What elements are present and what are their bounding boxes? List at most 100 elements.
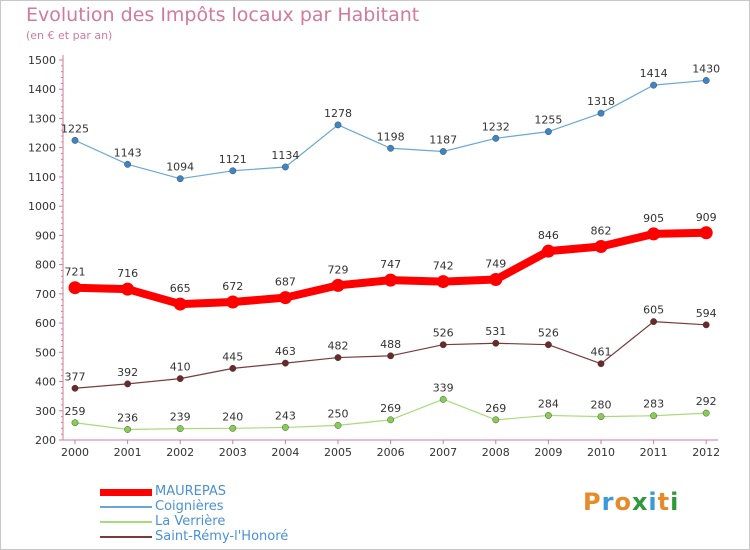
data-label-la-verri-re: 259 — [65, 405, 86, 418]
chart-subtitle: (en € et par an) — [26, 29, 113, 42]
x-tick-label: 2003 — [219, 446, 247, 459]
data-point-maurepas — [278, 291, 292, 305]
logo-letter: P — [583, 488, 602, 516]
data-label-la-verri-re: 236 — [117, 411, 138, 424]
data-point-saint-r-my-l-honor — [334, 354, 342, 361]
x-tick-label: 2009 — [534, 446, 562, 459]
logo-letter: o — [614, 488, 632, 516]
data-label-coigni-res: 1134 — [271, 149, 299, 162]
data-label-coigni-res: 1232 — [482, 120, 510, 133]
data-point-la-verri-re — [492, 416, 500, 424]
data-label-saint-r-my-l-honor: 482 — [328, 340, 349, 353]
data-point-maurepas — [68, 281, 82, 295]
legend-label: MAUREPAS — [155, 484, 227, 499]
data-label-coigni-res: 1414 — [640, 67, 668, 80]
x-tick-label: 2002 — [166, 446, 194, 459]
data-point-la-verri-re — [124, 426, 132, 433]
data-label-coigni-res: 1121 — [219, 153, 247, 166]
data-label-saint-r-my-l-honor: 463 — [275, 345, 296, 358]
y-tick-label: 1100 — [28, 171, 56, 184]
data-point-maurepas — [594, 239, 608, 253]
y-tick-label: 700 — [35, 288, 56, 301]
data-point-saint-r-my-l-honor — [597, 360, 605, 368]
x-tick-label: 2011 — [640, 446, 668, 459]
data-label-maurepas: 862 — [591, 224, 612, 237]
x-tick-label: 2006 — [377, 446, 405, 459]
data-label-maurepas: 747 — [380, 258, 401, 271]
data-point-saint-r-my-l-honor — [229, 364, 237, 372]
data-label-saint-r-my-l-honor: 445 — [222, 350, 243, 363]
data-point-la-verri-re — [176, 425, 184, 432]
y-tick-label: 300 — [35, 405, 56, 418]
data-point-la-verri-re — [71, 419, 79, 427]
legend-label: Saint-Rémy-l'Honoré — [155, 529, 289, 544]
data-label-la-verri-re: 283 — [643, 398, 664, 411]
data-point-maurepas — [541, 244, 555, 258]
data-label-maurepas: 665 — [170, 282, 191, 295]
data-label-maurepas: 716 — [117, 267, 138, 280]
data-label-la-verri-re: 339 — [433, 381, 454, 394]
data-point-saint-r-my-l-honor — [650, 318, 657, 326]
logo-letter: x — [631, 488, 649, 516]
data-label-saint-r-my-l-honor: 392 — [117, 366, 138, 379]
data-label-la-verri-re: 280 — [591, 399, 612, 412]
logo-letter: i — [670, 488, 680, 516]
data-point-coigni-res — [439, 148, 447, 155]
x-tick-label: 2008 — [482, 446, 510, 459]
data-label-saint-r-my-l-honor: 526 — [433, 327, 454, 340]
data-label-saint-r-my-l-honor: 488 — [380, 338, 401, 351]
data-point-saint-r-my-l-honor — [71, 384, 79, 392]
data-point-coigni-res — [124, 160, 132, 168]
legend-swatch — [100, 506, 152, 508]
data-point-maurepas — [647, 227, 661, 241]
y-tick-label: 1500 — [28, 54, 56, 67]
data-point-la-verri-re — [650, 412, 657, 420]
y-tick-label: 1000 — [28, 200, 56, 213]
data-point-maurepas — [489, 273, 503, 287]
x-tick-label: 2005 — [324, 446, 352, 459]
legend-label: La Verrière — [155, 514, 226, 529]
x-tick-label: 2007 — [429, 446, 457, 459]
x-tick-label: 2012 — [692, 446, 720, 459]
data-label-maurepas: 909 — [696, 211, 717, 224]
x-tick-label: 2000 — [61, 446, 89, 459]
data-label-la-verri-re: 269 — [485, 402, 506, 415]
y-tick-label: 200 — [35, 434, 56, 447]
y-tick-label: 800 — [35, 259, 56, 272]
data-label-maurepas: 905 — [643, 212, 664, 225]
data-label-maurepas: 729 — [328, 263, 349, 276]
data-point-la-verri-re — [545, 412, 552, 419]
data-label-coigni-res: 1278 — [324, 107, 352, 120]
data-label-la-verri-re: 239 — [170, 411, 191, 424]
data-label-saint-r-my-l-honor: 461 — [591, 346, 612, 359]
data-point-maurepas — [173, 297, 187, 311]
data-label-saint-r-my-l-honor: 377 — [65, 370, 86, 383]
data-label-maurepas: 687 — [275, 276, 296, 289]
y-tick-label: 1300 — [28, 112, 56, 125]
data-label-la-verri-re: 284 — [538, 397, 559, 410]
data-label-coigni-res: 1255 — [534, 114, 562, 127]
data-label-saint-r-my-l-honor: 410 — [170, 361, 191, 374]
data-label-coigni-res: 1187 — [429, 133, 457, 146]
data-point-maurepas — [331, 278, 345, 292]
data-label-coigni-res: 1198 — [377, 130, 405, 143]
data-label-la-verri-re: 292 — [696, 395, 717, 408]
data-label-saint-r-my-l-honor: 594 — [696, 307, 717, 320]
y-tick-label: 600 — [35, 317, 56, 330]
data-point-coigni-res — [229, 167, 237, 175]
proxiti-logo: Proxiti — [583, 488, 679, 516]
data-point-saint-r-my-l-honor — [387, 352, 394, 360]
data-label-coigni-res: 1430 — [692, 62, 720, 75]
data-label-coigni-res: 1143 — [114, 146, 142, 159]
data-label-coigni-res: 1094 — [166, 161, 194, 174]
legend-swatch — [100, 536, 152, 538]
legend-swatch — [100, 489, 152, 496]
data-point-coigni-res — [334, 121, 342, 129]
chart-title: Evolution des Impôts locaux par Habitant — [26, 4, 420, 26]
data-point-maurepas — [436, 275, 450, 289]
x-tick-label: 2004 — [271, 446, 299, 459]
data-point-la-verri-re — [229, 424, 237, 432]
y-tick-label: 1400 — [28, 83, 56, 96]
data-point-saint-r-my-l-honor — [439, 341, 447, 349]
